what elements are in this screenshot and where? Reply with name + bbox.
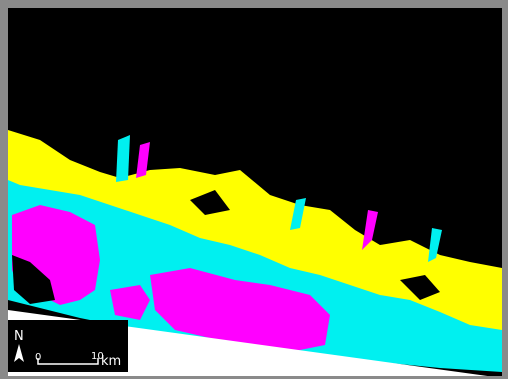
frame-right (502, 0, 508, 379)
map-view: N 0 10 km (0, 0, 508, 379)
scale-start: 0 (35, 352, 41, 363)
scale-unit: km (101, 354, 121, 369)
frame-left (0, 0, 8, 379)
map-legend: N 0 10 km (8, 320, 128, 372)
cyan-region (116, 135, 130, 182)
page: N 0 10 km (() => { const data = JSON.par… (0, 0, 508, 379)
north-label: N (14, 329, 24, 344)
